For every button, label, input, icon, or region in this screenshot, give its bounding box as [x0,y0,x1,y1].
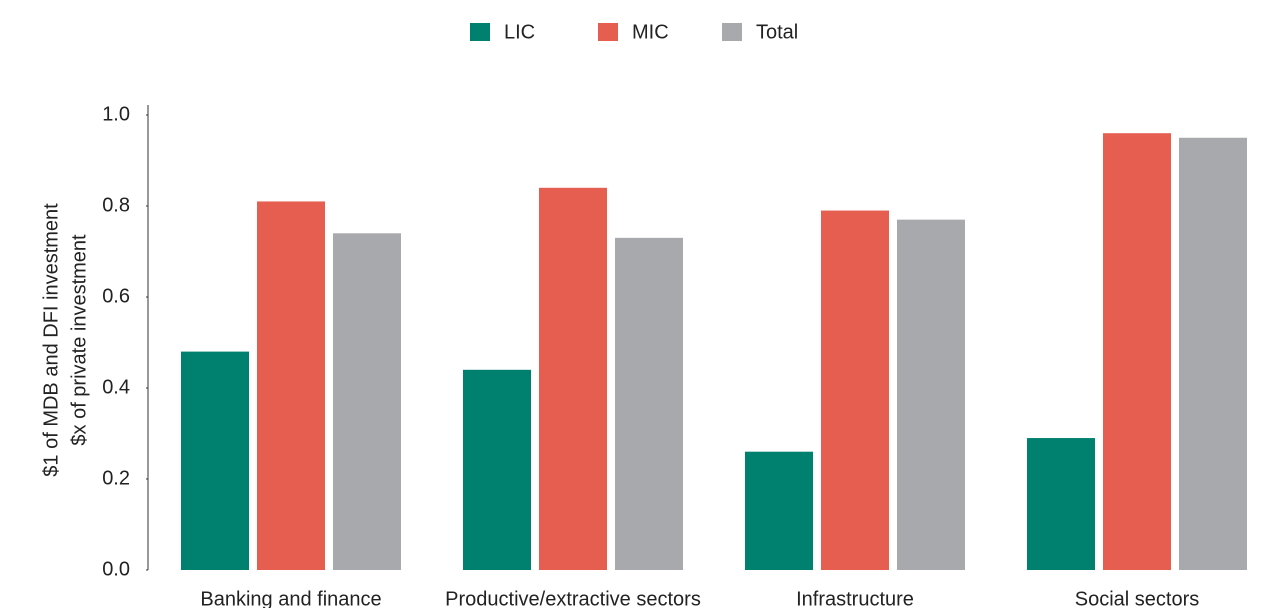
legend-label: MIC [632,21,669,43]
y-axis-label: $x of private investment [68,234,90,446]
y-tick-label: 1.0 [102,103,130,125]
bar [539,187,607,571]
y-tick-label: 0.6 [102,285,130,307]
bar [333,233,401,571]
legend-swatch [598,23,618,41]
bar [745,451,813,570]
y-tick-label: 0.2 [102,467,130,489]
x-tick-label: Infrastructure [796,588,914,608]
x-tick-label: Banking and finance [200,588,381,608]
legend-swatch [470,23,490,41]
y-tick-label: 0.4 [102,376,130,398]
y-tick-label: 0.8 [102,194,130,216]
bar [181,351,249,570]
y-axis-label: $1 of MDB and DFI investment [40,203,62,477]
y-tick-label: 0.0 [102,558,130,580]
x-tick-label: Social sectors [1075,588,1200,608]
bar [615,237,683,570]
bar [463,369,531,570]
legend-label: LIC [504,21,535,43]
bar [821,210,889,571]
bar [1027,438,1095,570]
legend-label: Total [756,21,798,43]
legend-swatch [722,23,742,41]
bar [897,219,965,570]
x-tick-label: Productive/extractive sectors [445,588,701,608]
bar [1179,137,1247,570]
bar [257,201,325,570]
bar [1103,133,1171,570]
